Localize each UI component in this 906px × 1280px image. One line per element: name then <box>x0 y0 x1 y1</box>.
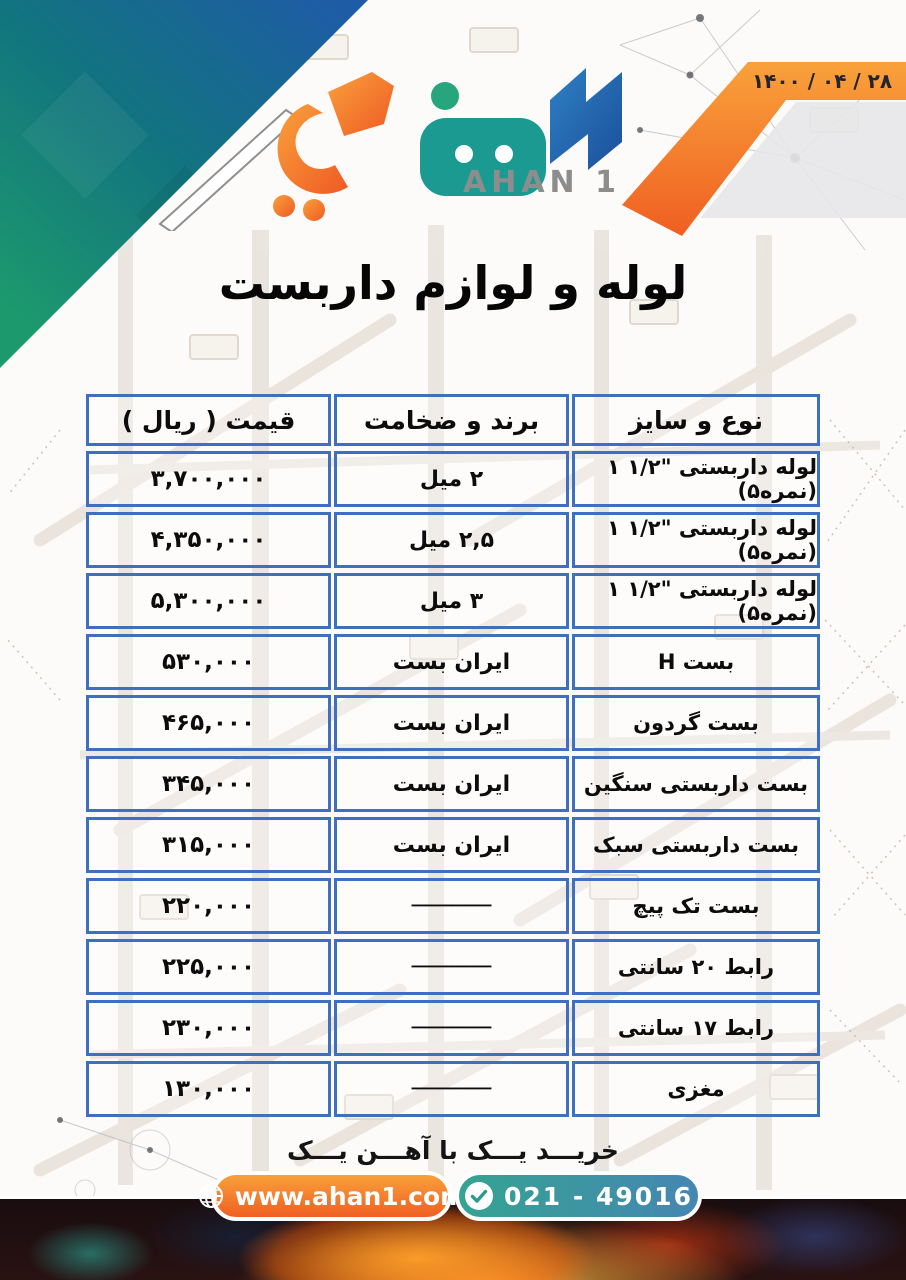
cell-type: بست تک پیچ <box>572 878 820 934</box>
logo-wordmark: AHAN 1 <box>463 165 621 200</box>
cell-brand: ۲,۵ میل <box>334 512 569 568</box>
cell-type: رابط ۲۰ سانتی <box>572 939 820 995</box>
check-circle-icon <box>465 1182 494 1210</box>
cell-brand: ────── <box>334 878 569 934</box>
cell-brand: ۲ میل <box>334 451 569 507</box>
cell-price: ۲۳۰,۰۰۰ <box>86 1000 331 1056</box>
mosaic-square <box>21 71 149 199</box>
cell-price: ۴,۳۵۰,۰۰۰ <box>86 512 331 568</box>
date-label: ۱۴۰۰ / ۰۴ / ۲۸ <box>751 69 893 93</box>
cell-type: رابط ۱۷ سانتی <box>572 1000 820 1056</box>
cell-type: بست گردون <box>572 695 820 751</box>
cell-price: ۳۴۵,۰۰۰ <box>86 756 331 812</box>
column-header-brand: برند و ضخامت <box>334 394 569 446</box>
cell-price: ۳۱۵,۰۰۰ <box>86 817 331 873</box>
globe-icon <box>198 1184 223 1208</box>
phone-number: 021 - 49016 <box>504 1181 693 1211</box>
cell-brand: ────── <box>334 939 569 995</box>
cell-type: بست H <box>572 634 820 690</box>
cell-brand: ایران بست <box>334 817 569 873</box>
footer-slogan: خریـــد یـــک با آهـــن یـــک <box>287 1136 619 1165</box>
cell-price: ۱۳۰,۰۰۰ <box>86 1061 331 1117</box>
cell-type: لوله داربستی "۱/۲ ۱ (نمره۵) <box>572 451 820 507</box>
cell-brand: ایران بست <box>334 695 569 751</box>
cell-price: ۳,۷۰۰,۰۰۰ <box>86 451 331 507</box>
column-header-price: قیمت ( ریال ) <box>86 394 331 446</box>
cell-type: لوله داربستی "۱/۲ ۱ (نمره۵) <box>572 512 820 568</box>
column-header-type: نوع و سایز <box>572 394 820 446</box>
cell-price: ۲۲۰,۰۰۰ <box>86 878 331 934</box>
logo-teal-shapes <box>420 82 546 196</box>
cell-type: مغزی <box>572 1061 820 1117</box>
ahan1-logo: AHAN 1 <box>158 68 622 231</box>
cell-price: ۴۶۵,۰۰۰ <box>86 695 331 751</box>
website-pill: www.ahan1.com <box>198 1171 466 1221</box>
cell-price: ۵,۳۰۰,۰۰۰ <box>86 573 331 629</box>
cell-type: بست داربستی سبک <box>572 817 820 873</box>
price-table: نوع و سایز برند و ضخامت قیمت ( ریال ) لو… <box>86 394 820 1117</box>
cell-brand: ایران بست <box>334 634 569 690</box>
cell-type: لوله داربستی "۱/۲ ۱ (نمره۵) <box>572 573 820 629</box>
cell-brand: ایران بست <box>334 756 569 812</box>
cell-type: بست داربستی سنگین <box>572 756 820 812</box>
cell-price: ۲۲۵,۰۰۰ <box>86 939 331 995</box>
gray-slab <box>700 102 906 218</box>
cell-brand: ────── <box>334 1061 569 1117</box>
furnace-photo-strip <box>0 1196 906 1280</box>
logo-blue-arrow <box>550 68 622 170</box>
logo-orange-shapes <box>273 72 394 221</box>
cell-brand: ۳ میل <box>334 573 569 629</box>
cell-price: ۵۳۰,۰۰۰ <box>86 634 331 690</box>
website-url: www.ahan1.com <box>234 1181 467 1211</box>
cell-brand: ────── <box>334 1000 569 1056</box>
phone-pill: 021 - 49016 <box>455 1171 702 1221</box>
page-title: لوله و لوازم داربست <box>218 256 688 310</box>
date-ribbon <box>622 62 906 236</box>
